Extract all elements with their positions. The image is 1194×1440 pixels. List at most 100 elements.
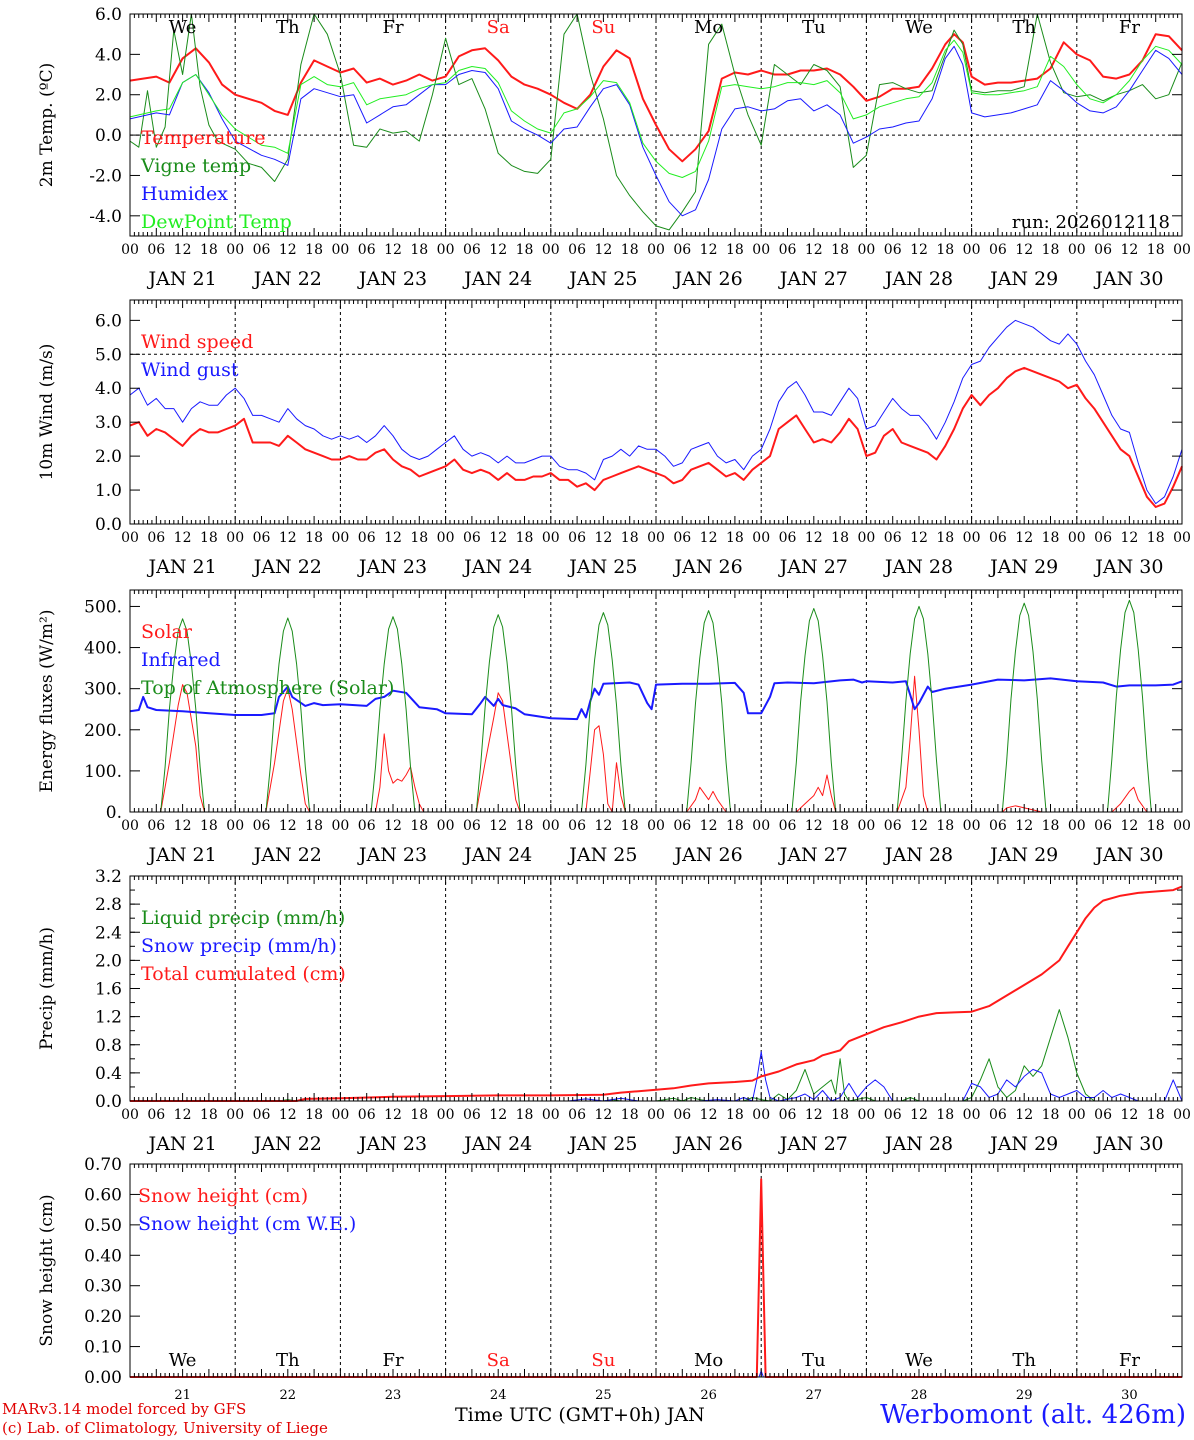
legend-entry: Snow height (cm) [138,1185,308,1207]
date-label: JAN 23 [357,556,427,578]
hour-label: 12 [805,242,823,258]
series-infrared [129,677,1183,721]
hour-label: 00 [647,818,665,834]
hour-label: 00 [857,530,875,546]
y-tick-label: 0.0 [95,126,122,146]
series-humidex [129,45,1183,217]
y-tick-label: 1.0 [95,481,122,501]
hour-label: 18 [305,242,323,258]
hour-label: 00 [331,530,349,546]
date-label: JAN 24 [462,268,532,290]
date-label: JAN 26 [673,844,743,866]
hour-label: 06 [1094,1107,1112,1123]
hour-label: 18 [200,530,218,546]
hour-label: 12 [489,530,507,546]
day-number-label: 29 [1016,1388,1033,1403]
date-label: JAN 29 [988,1133,1058,1155]
series-solar [130,675,1182,813]
date-label: JAN 21 [147,268,217,290]
hour-label: 00 [121,242,139,258]
hour-label: 18 [831,818,849,834]
hour-label: 00 [542,818,560,834]
hour-label: 12 [594,242,612,258]
date-label: JAN 27 [778,268,848,290]
date-label: JAN 28 [883,844,953,866]
hour-label: 06 [358,818,376,834]
hour-label: 18 [1042,530,1060,546]
legend-entry: DewPoint Temp [141,211,292,233]
hour-label: 06 [147,1107,165,1123]
day-label: We [905,17,933,38]
hour-label: 00 [542,1107,560,1123]
hour-label: 18 [1042,818,1060,834]
hour-label: 00 [226,818,244,834]
hour-label: 06 [147,242,165,258]
hour-label: 06 [989,818,1007,834]
hour-label: 00 [437,818,455,834]
hour-label: 06 [884,818,902,834]
y-tick-label: 0.30 [84,1277,122,1297]
run-label: run: 2026012118 [1012,212,1170,233]
y-tick-label: 400. [84,639,122,659]
hour-label: 18 [410,242,428,258]
hour-label: 00 [752,818,770,834]
hour-label: 12 [489,818,507,834]
date-label: JAN 23 [357,268,427,290]
x-axis-title: Time UTC (GMT+0h) JAN [455,1404,705,1426]
date-label: JAN 30 [1093,1133,1163,1155]
date-label: JAN 24 [462,1133,532,1155]
hour-label: 12 [910,1107,928,1123]
y-tick-label: 6.0 [95,311,122,331]
hour-label: 12 [910,242,928,258]
hour-label: 12 [279,242,297,258]
day-number-label: 30 [1121,1388,1138,1403]
y-axis-label: Precip (mm/h) [37,927,57,1050]
y-tick-label: 3.0 [95,413,122,433]
y-tick-label: 2.4 [95,923,122,943]
hour-label: 12 [279,818,297,834]
y-tick-label: 0.70 [84,1155,122,1175]
legend-entry: Solar [141,621,193,643]
hour-label: 12 [700,242,718,258]
hour-label: 12 [1015,818,1033,834]
date-label: JAN 29 [988,268,1058,290]
date-label: JAN 28 [883,268,953,290]
date-label: JAN 29 [988,844,1058,866]
hour-label: 18 [410,818,428,834]
date-label: JAN 21 [147,556,217,578]
y-tick-label: 0.0 [95,1092,122,1112]
chart-panel-2: 0.0 1.0 2.0 3.0 4.0 5.0 6.0 10m Wind (m/s) Wind … [37,299,1191,578]
hour-label: 00 [1068,1107,1086,1123]
y-tick-label: 2.8 [95,895,122,915]
hour-label: 00 [1068,818,1086,834]
hour-label: 00 [121,818,139,834]
hour-label: 12 [384,530,402,546]
hour-label: 06 [884,530,902,546]
hour-label: 06 [358,530,376,546]
model-credit: MARv3.14 model forced by GFS [2,1400,247,1418]
y-tick-label: 0.10 [84,1338,122,1358]
date-label: JAN 22 [252,1133,322,1155]
legend-entry: Wind speed [141,331,253,353]
hour-label: 06 [147,530,165,546]
hour-label: 18 [621,530,639,546]
hour-label: 12 [384,242,402,258]
hour-label: 18 [410,1107,428,1123]
chart-panel-5: 0.00 0.10 0.20 0.30 0.40 0.50 0.60 0.70 Snow hei… [37,1155,1183,1403]
series-temperature [129,33,1183,163]
hour-label: 12 [700,818,718,834]
hour-label: 12 [174,530,192,546]
hour-label: 06 [884,1107,902,1123]
day-label: Mo [694,17,723,38]
hour-label: 18 [726,242,744,258]
hour-label: 06 [779,1107,797,1123]
hour-label: 18 [1147,818,1165,834]
hour-label: 06 [779,242,797,258]
series-liquid-precip-mm-h [130,1009,1182,1102]
day-label: Su [591,17,615,38]
hour-label: 12 [174,1107,192,1123]
y-tick-label: 2.0 [95,86,122,106]
y-tick-label: 2.0 [95,447,122,467]
y-tick-label: 200. [84,721,122,741]
day-label: We [905,1350,933,1371]
